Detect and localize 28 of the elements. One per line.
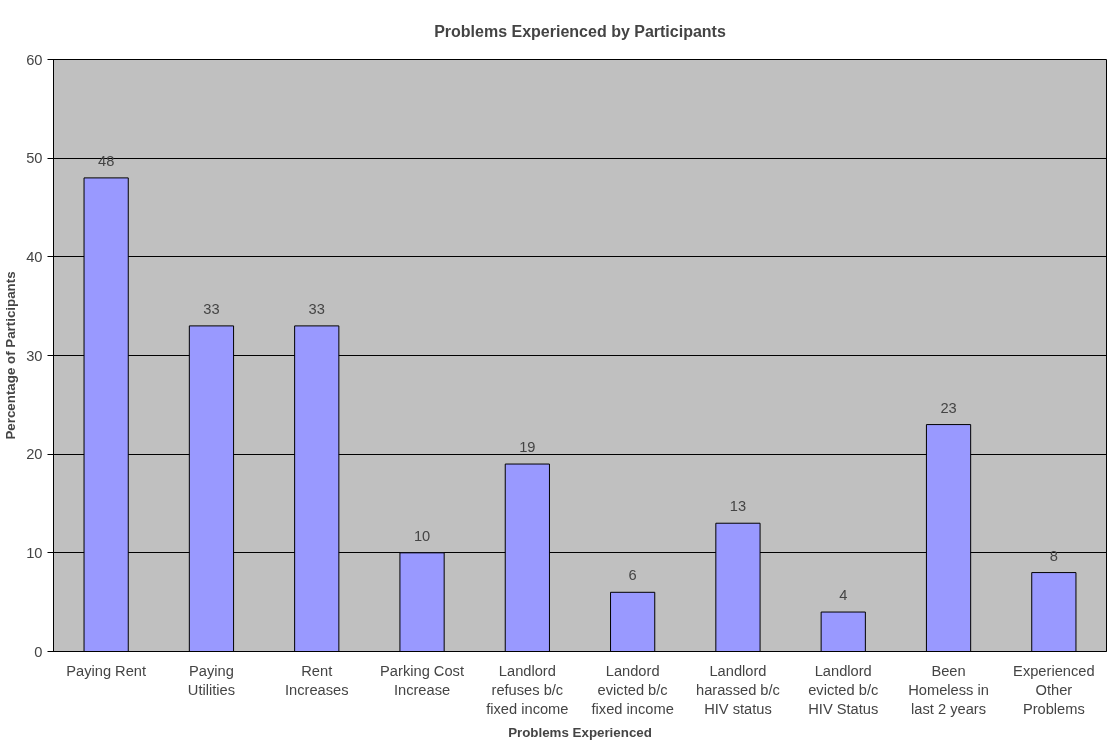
x-tick-label: Landlord harassed b/c HIV status xyxy=(695,662,780,717)
data-label: 23 xyxy=(940,399,957,416)
data-label: 33 xyxy=(308,300,325,317)
x-tick-label: Experienced Other Problems xyxy=(1013,662,1095,717)
x-tick-label: Paying Rent xyxy=(66,662,147,679)
y-tick-label: 50 xyxy=(26,150,43,167)
y-tick-label: 30 xyxy=(26,347,43,364)
data-label: 4 xyxy=(839,587,848,604)
x-tick-label: Rent Increases xyxy=(284,662,349,698)
x-tick-label: Landord evicted b/c fixed income xyxy=(591,662,674,717)
y-tick-label: 20 xyxy=(26,446,43,463)
x-tick-label: Landlord refuses b/c fixed income xyxy=(486,662,569,717)
y-tick-label: 60 xyxy=(26,51,43,68)
data-label: 13 xyxy=(729,498,747,515)
y-tick-label: 40 xyxy=(26,248,43,265)
x-tick-label: Been Homeless in last 2 years xyxy=(908,662,989,717)
data-label: 6 xyxy=(628,567,637,584)
data-label: 33 xyxy=(203,300,220,317)
y-tick-label: 0 xyxy=(34,643,43,660)
x-tick-label: Paying Utilities xyxy=(187,662,236,698)
y-axis-title: Percentage of Participants xyxy=(3,271,19,440)
x-axis-title: Problems Experienced xyxy=(508,724,652,740)
x-tick-label: Parking Cost Increase xyxy=(380,662,465,698)
y-tick-label: 10 xyxy=(26,544,43,561)
data-label: 10 xyxy=(413,527,431,544)
x-tick-label: Landlord evicted b/c HIV Status xyxy=(808,662,879,717)
data-label: 19 xyxy=(519,439,536,456)
chart-title: Problems Experienced by Participants xyxy=(434,22,726,40)
